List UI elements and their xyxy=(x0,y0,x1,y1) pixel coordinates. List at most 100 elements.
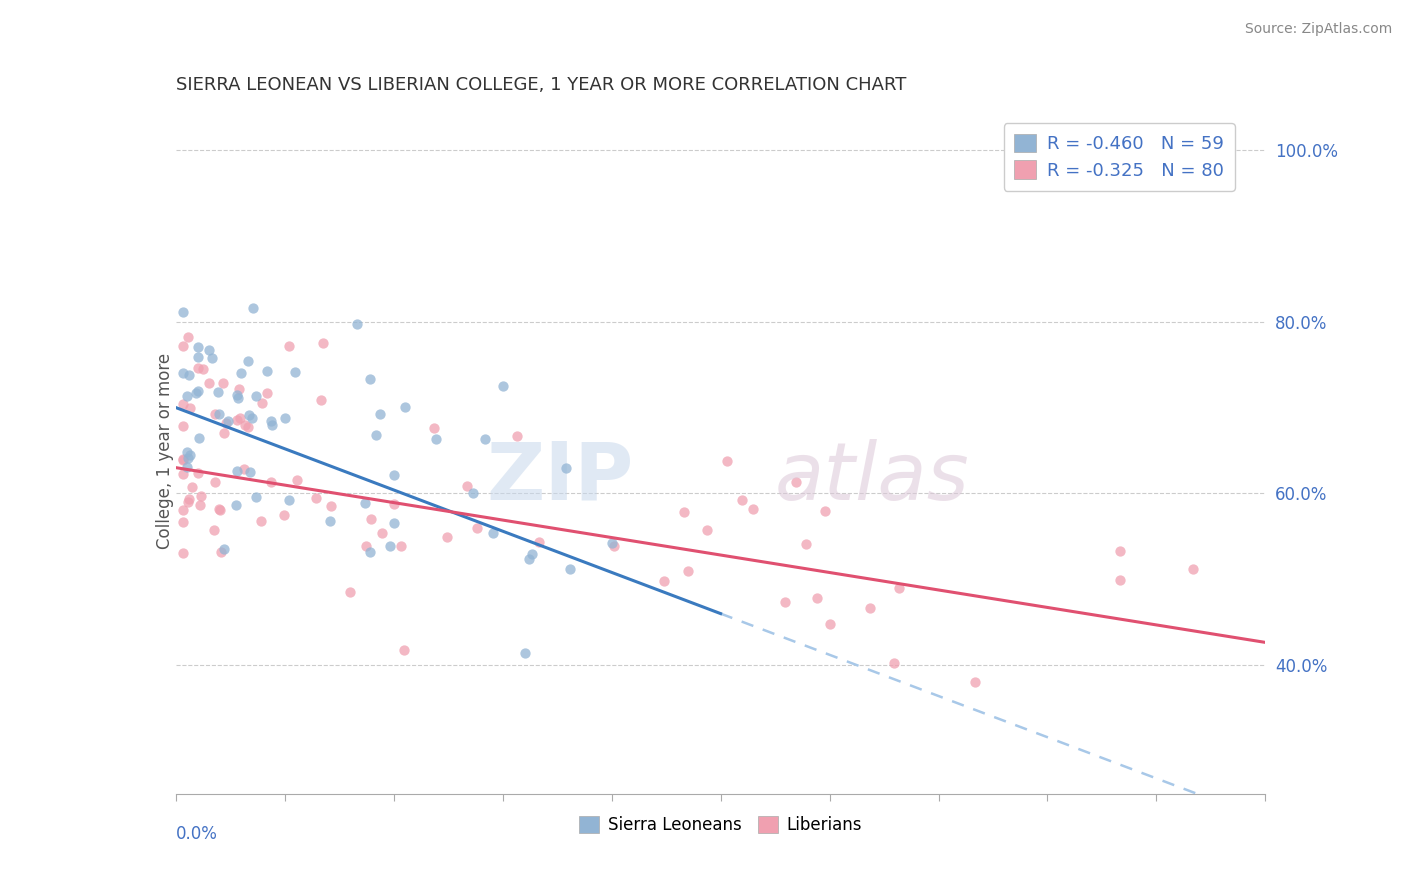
Point xyxy=(883,656,905,670)
Point xyxy=(245,389,267,403)
Point xyxy=(382,467,405,482)
Point xyxy=(212,426,235,441)
Point xyxy=(187,466,209,480)
Point xyxy=(517,552,540,566)
Point xyxy=(226,391,249,405)
Point xyxy=(262,418,284,433)
Point xyxy=(172,451,194,466)
Point xyxy=(226,388,249,402)
Point xyxy=(172,546,194,560)
Point xyxy=(359,372,381,386)
Point xyxy=(177,492,200,507)
Point xyxy=(794,536,817,550)
Point xyxy=(238,354,260,368)
Point xyxy=(277,339,299,353)
Point xyxy=(201,351,224,365)
Point xyxy=(187,384,209,398)
Point xyxy=(716,453,738,467)
Point xyxy=(274,410,297,425)
Point xyxy=(339,585,361,599)
Point xyxy=(186,386,208,401)
Point xyxy=(226,463,249,477)
Point xyxy=(176,389,198,403)
Point xyxy=(368,407,391,421)
Point xyxy=(186,361,209,376)
Point xyxy=(172,305,194,319)
Point xyxy=(463,485,485,500)
Text: ZIP: ZIP xyxy=(486,439,633,517)
Point xyxy=(364,428,387,442)
Point xyxy=(172,339,194,353)
Point xyxy=(360,512,382,526)
Point xyxy=(600,536,623,550)
Point xyxy=(359,545,381,559)
Point xyxy=(176,460,198,475)
Point xyxy=(177,330,200,344)
Point xyxy=(558,562,581,576)
Point xyxy=(353,496,375,510)
Text: Source: ZipAtlas.com: Source: ZipAtlas.com xyxy=(1244,22,1392,37)
Point xyxy=(250,396,273,410)
Text: atlas: atlas xyxy=(775,439,970,517)
Point xyxy=(1109,544,1132,558)
Point xyxy=(207,384,229,399)
Point xyxy=(731,493,754,508)
Point xyxy=(818,617,841,632)
Point xyxy=(963,675,986,690)
Point xyxy=(806,591,828,606)
Point xyxy=(859,601,882,615)
Point xyxy=(696,523,718,537)
Point xyxy=(208,502,231,516)
Point xyxy=(382,516,405,530)
Point xyxy=(202,523,225,537)
Point xyxy=(198,343,221,358)
Point xyxy=(239,465,262,479)
Point xyxy=(250,514,273,528)
Point xyxy=(312,335,335,350)
Point xyxy=(513,646,536,660)
Point xyxy=(392,643,415,657)
Point xyxy=(179,401,201,416)
Point xyxy=(233,462,256,476)
Point xyxy=(225,413,247,427)
Point xyxy=(245,491,267,505)
Point xyxy=(209,545,232,559)
Point xyxy=(309,393,332,408)
Point xyxy=(482,526,505,541)
Point xyxy=(652,574,675,588)
Point xyxy=(1109,574,1132,588)
Point xyxy=(273,508,295,522)
Point xyxy=(603,539,626,553)
Point xyxy=(474,432,496,446)
Point xyxy=(172,515,194,529)
Point xyxy=(190,489,212,503)
Point xyxy=(240,411,263,425)
Point xyxy=(505,429,527,443)
Point xyxy=(554,461,576,475)
Point xyxy=(172,366,194,380)
Point xyxy=(191,361,214,376)
Point xyxy=(346,318,368,332)
Point xyxy=(456,479,478,493)
Y-axis label: College, 1 year or more: College, 1 year or more xyxy=(156,352,173,549)
Point xyxy=(186,340,209,354)
Point xyxy=(217,414,239,428)
Point xyxy=(382,498,405,512)
Point xyxy=(285,473,308,487)
Point xyxy=(231,367,253,381)
Point xyxy=(208,503,231,517)
Point xyxy=(228,382,250,396)
Point xyxy=(238,408,260,422)
Point xyxy=(204,475,226,490)
Point xyxy=(527,534,550,549)
Point xyxy=(176,444,198,458)
Point xyxy=(172,453,194,467)
Point xyxy=(233,417,256,432)
Point xyxy=(228,411,250,425)
Point xyxy=(172,397,194,411)
Point xyxy=(742,502,765,516)
Point xyxy=(187,431,209,445)
Point xyxy=(676,564,699,578)
Point xyxy=(176,451,198,466)
Point xyxy=(492,379,515,393)
